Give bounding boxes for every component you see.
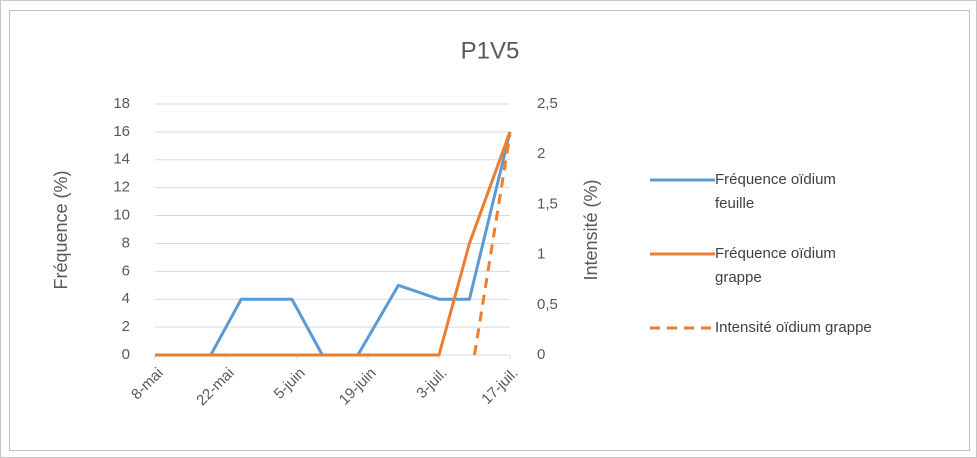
series-line [473, 133, 512, 356]
series-line [155, 131, 512, 357]
y2-tick-label: 2 [537, 145, 545, 162]
y-tick-label: 8 [122, 234, 130, 251]
y-axis-label: Fréquence (%) [51, 170, 71, 289]
y2-tick-label: 0 [537, 346, 545, 363]
chart-title: P1V5 [461, 37, 520, 64]
y-tick-label: 18 [113, 95, 130, 112]
y2-tick-label: 0,5 [537, 296, 558, 313]
y-tick-label: 4 [122, 290, 130, 307]
y-tick-label: 6 [122, 262, 130, 279]
y-tick-label: 0 [122, 346, 130, 363]
y-tick-label: 16 [113, 123, 130, 140]
y-tick-label: 14 [113, 151, 130, 168]
y2-tick-label: 1 [537, 246, 545, 263]
y-tick-label: 2 [122, 318, 130, 335]
y2-axis-label: Intensité (%) [581, 179, 601, 280]
y2-tick-label: 2,5 [537, 95, 558, 112]
chart-frame [9, 10, 970, 451]
legend-label: Fréquence oïdium feuille [715, 171, 836, 212]
y-tick-label: 10 [113, 207, 130, 224]
y2-tick-label: 1,5 [537, 195, 558, 212]
legend-label: Fréquence oïdium grappe [715, 245, 836, 286]
y-tick-label: 12 [113, 179, 130, 196]
legend-label: Intensité oïdium grappe [715, 319, 872, 336]
